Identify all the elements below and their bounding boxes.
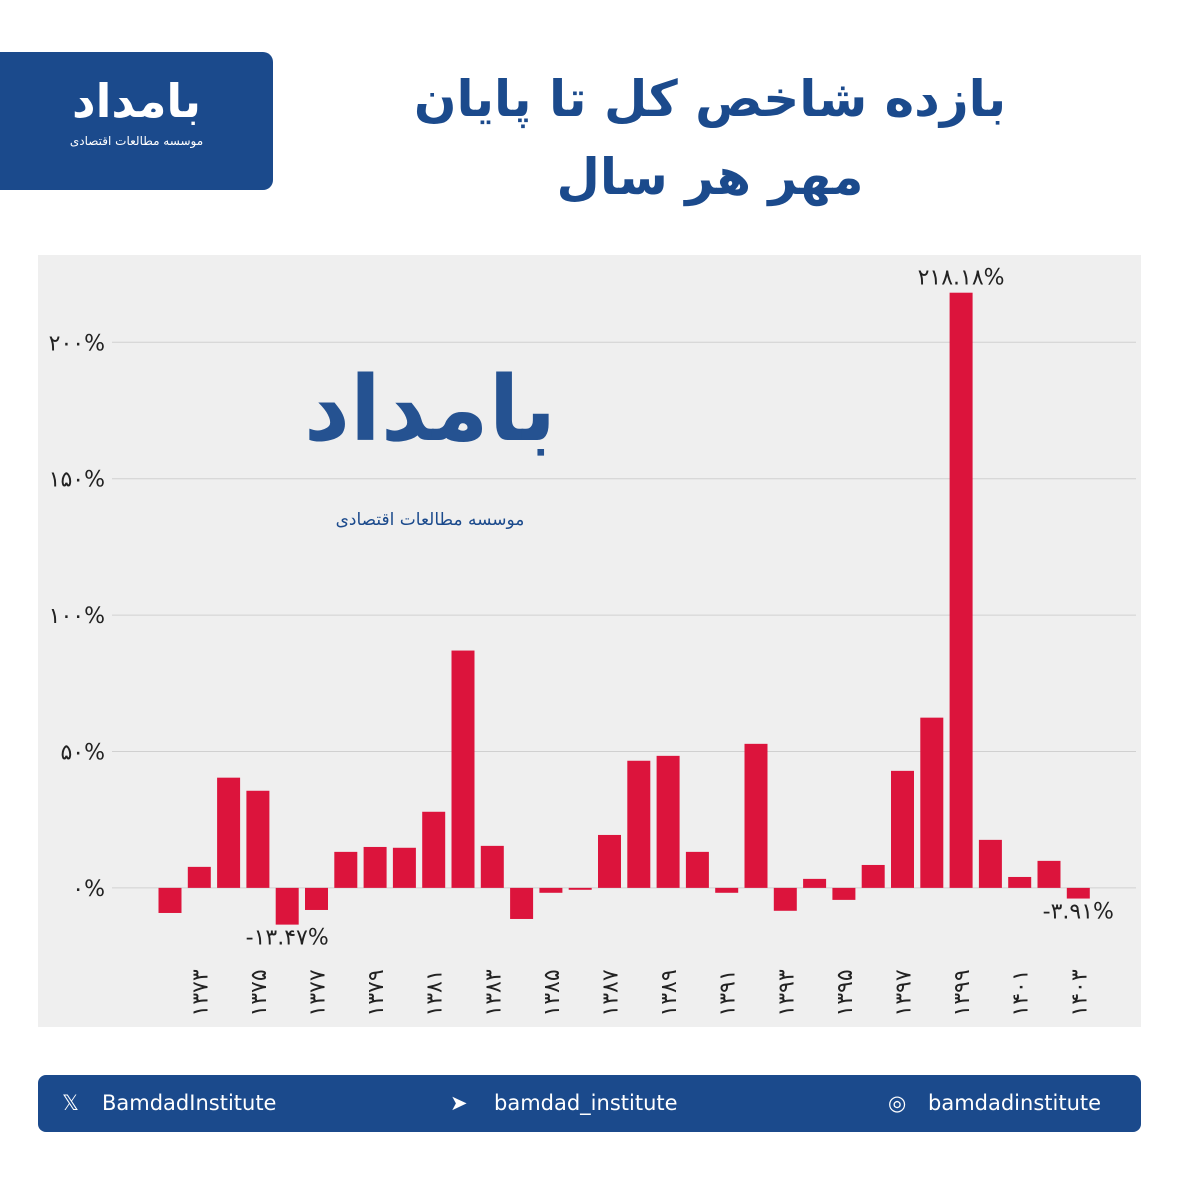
bar bbox=[803, 879, 826, 888]
x-tick-label: ۱۳۸۹ bbox=[657, 969, 682, 1016]
bar bbox=[1038, 861, 1061, 888]
footer-x: BamdadInstitute bbox=[102, 1091, 276, 1115]
bar bbox=[364, 847, 387, 888]
bar bbox=[979, 840, 1002, 888]
page: بامداد موسسه مطالعات اقتصادی بازده شاخص … bbox=[0, 0, 1181, 1181]
footer-x-icon: 𝕏 bbox=[62, 1091, 79, 1115]
footer-telegram-icon: ➤ bbox=[450, 1091, 468, 1115]
bar bbox=[481, 846, 504, 888]
bar bbox=[452, 651, 475, 888]
value-label: ۲۱۸.۱۸% bbox=[918, 266, 1005, 291]
x-tick-label: ۱۳۸۷ bbox=[599, 969, 624, 1016]
plot-background bbox=[38, 255, 1141, 1027]
bar bbox=[745, 744, 768, 888]
bar bbox=[305, 888, 328, 910]
bar bbox=[1067, 888, 1090, 899]
x-tick-label: ۱۳۸۵ bbox=[540, 969, 565, 1016]
footer-telegram: bamdad_institute bbox=[494, 1091, 678, 1115]
bar bbox=[920, 718, 943, 888]
bar bbox=[627, 761, 650, 888]
bar bbox=[715, 888, 738, 893]
x-tick-label: ۱۳۷۷ bbox=[306, 969, 331, 1016]
x-tick-label: ۱۴۰۱ bbox=[1009, 969, 1034, 1016]
watermark-subtitle: موسسه مطالعات اقتصادی bbox=[336, 510, 525, 530]
bar bbox=[539, 888, 562, 893]
y-tick-label: ۵۰% bbox=[60, 740, 105, 765]
y-tick-label: ۲۰۰% bbox=[49, 331, 105, 356]
bar bbox=[862, 865, 885, 888]
bar bbox=[246, 791, 269, 888]
x-tick-label: ۱۳۹۹ bbox=[950, 969, 975, 1016]
x-tick-label: ۱۳۹۳ bbox=[774, 969, 799, 1016]
bar bbox=[276, 888, 299, 925]
bar bbox=[1008, 877, 1031, 888]
bar bbox=[569, 888, 592, 890]
watermark-name: بامداد bbox=[304, 357, 556, 462]
bar bbox=[950, 293, 973, 888]
bar bbox=[832, 888, 855, 900]
x-tick-label: ۱۳۸۱ bbox=[423, 969, 448, 1016]
y-tick-label: ۱۵۰% bbox=[49, 468, 105, 493]
bar bbox=[422, 812, 445, 888]
footer: 𝕏 BamdadInstitute ➤ bamdad_institute ◎ b… bbox=[38, 1075, 1141, 1132]
bar bbox=[188, 867, 211, 888]
value-label: -۱۳.۴۷% bbox=[246, 926, 329, 951]
value-label: -۳.۹۱% bbox=[1043, 900, 1114, 925]
bar bbox=[159, 888, 182, 913]
x-tick-label: ۱۳۹۱ bbox=[716, 969, 741, 1016]
x-tick-label: ۱۳۷۵ bbox=[247, 969, 272, 1016]
footer-instagram: bamdadinstitute bbox=[928, 1091, 1101, 1115]
bar bbox=[891, 771, 914, 888]
x-tick-label: ۱۳۸۳ bbox=[481, 969, 506, 1016]
x-tick-label: ۱۳۹۷ bbox=[892, 969, 917, 1016]
footer-instagram-icon: ◎ bbox=[888, 1091, 906, 1115]
bar bbox=[657, 756, 680, 888]
chart-title: بازده شاخص کل تا پایان مهر هر سال bbox=[400, 60, 1020, 216]
bar bbox=[598, 835, 621, 888]
x-tick-label: ۱۳۹۵ bbox=[833, 969, 858, 1016]
bar bbox=[774, 888, 797, 911]
logo-subtitle: موسسه مطالعات اقتصادی bbox=[0, 134, 273, 148]
bar bbox=[686, 852, 709, 888]
bar bbox=[334, 852, 357, 888]
logo-name: بامداد bbox=[0, 74, 273, 128]
x-tick-label: ۱۴۰۳ bbox=[1067, 969, 1092, 1016]
x-tick-label: ۱۳۷۹ bbox=[364, 969, 389, 1016]
bar bbox=[510, 888, 533, 919]
x-tick-label: ۱۳۷۳ bbox=[188, 969, 213, 1016]
bar bbox=[217, 778, 240, 888]
y-tick-label: ۱۰۰% bbox=[49, 604, 105, 629]
y-tick-label: ۰% bbox=[72, 877, 105, 902]
logo: بامداد موسسه مطالعات اقتصادی bbox=[0, 52, 273, 190]
bar bbox=[393, 848, 416, 888]
